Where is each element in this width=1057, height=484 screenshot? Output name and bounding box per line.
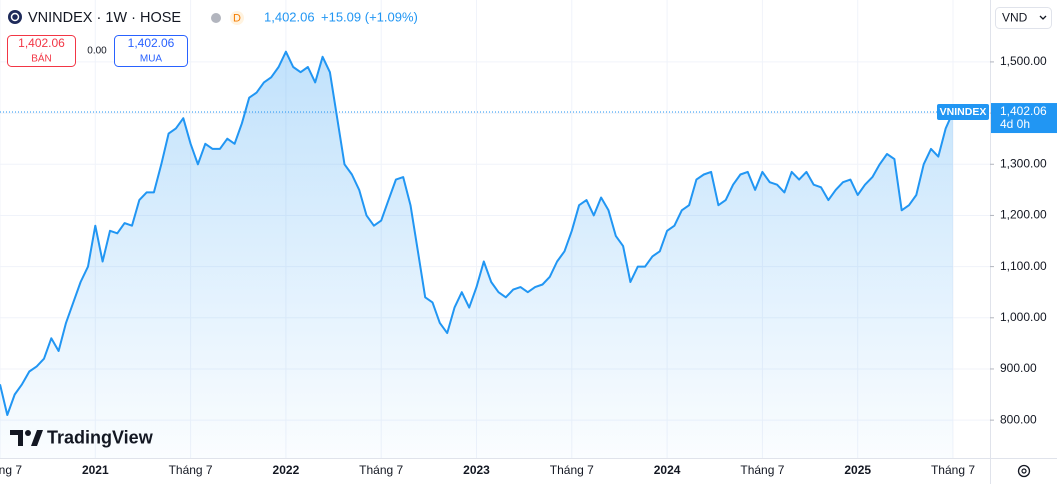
y-tick-label: 800.00 [1000,412,1037,426]
x-tick-label: Tháng 7 [359,463,403,477]
x-tick-label: Tháng 7 [169,463,213,477]
interval-badge: D [233,12,241,24]
last-price: 1,402.06 [264,9,315,24]
price-tag: 1,402.06 [1000,104,1047,118]
brand-logo [31,430,43,446]
gear[interactable] [1017,464,1031,478]
settings-icon[interactable] [1017,464,1031,478]
x-tick-label: 2023 [463,463,490,477]
brand: TradingView [10,427,154,447]
sell-price: 1,402.06 [18,36,65,50]
brand-logo [10,430,23,446]
x-tick-label: 2024 [654,463,681,477]
market-status [211,13,221,23]
plot [0,50,990,458]
x-tick-label: Tháng 7 [0,463,22,477]
currency: VND [1002,11,1028,25]
y-tick-label: 1,000.00 [1000,310,1047,324]
currency-select[interactable]: VND [995,7,1052,29]
series-tag-box [937,104,989,121]
x-tick-label: 2025 [844,463,871,477]
x-tick-label: Tháng 7 [550,463,594,477]
buy-label: MUA [140,54,163,65]
x-tick-label: 2022 [273,463,300,477]
y-tick-label: 1,100.00 [1000,259,1047,273]
badge [230,11,244,25]
symbol: VNINDEX · 1W · HOSE [28,10,181,26]
countdown: 4d 0h [1000,117,1030,131]
brand-logo [25,430,31,436]
buy-button[interactable] [114,35,188,67]
currency-box[interactable] [995,7,1052,29]
sell-button[interactable] [7,35,76,67]
spread: 0.00 [87,46,107,57]
brand-name: TradingView [47,427,154,447]
line [0,50,954,416]
x-tick-label: 2021 [82,463,109,477]
y-tick-label: 1,200.00 [1000,208,1047,222]
change: +15.09 (+1.09%) [321,9,418,24]
x-tick-label: Tháng 7 [931,463,975,477]
y-tick-label: 1,500.00 [1000,54,1047,68]
symbol-logo [8,10,22,24]
series-tag: VNINDEX [940,106,987,118]
area [0,51,953,458]
dropdown-arrow [1039,15,1047,20]
price-tag-box [991,103,1057,134]
buy-price: 1,402.06 [128,36,175,50]
y-tick-label: 900.00 [1000,361,1037,375]
y-tick-label: 1,300.00 [1000,156,1047,170]
x-tick-label: Tháng 7 [740,463,784,477]
header: VNINDEX · 1W · HOSE D 1,402.06 +15.09 (+… [8,9,418,26]
sell-label: BÁN [31,52,52,65]
symbol-logo [10,12,20,22]
gear [1021,468,1027,474]
trade-buttons: 1,402.06 BÁN 0.00 1,402.06 MUA [7,35,188,67]
